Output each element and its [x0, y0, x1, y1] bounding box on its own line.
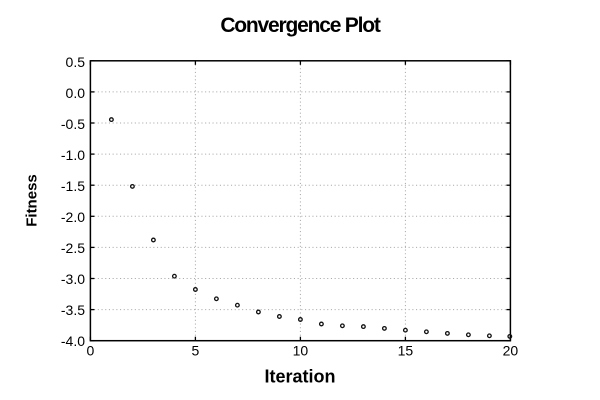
svg-text:-2.0: -2.0	[61, 209, 85, 225]
svg-text:15: 15	[398, 342, 414, 358]
svg-text:-2.5: -2.5	[61, 240, 85, 256]
svg-text:10: 10	[293, 342, 309, 358]
svg-text:Iteration: Iteration	[264, 366, 335, 386]
svg-text:20: 20	[503, 342, 519, 358]
svg-text:-4.0: -4.0	[61, 333, 85, 349]
svg-text:-1.0: -1.0	[61, 147, 85, 163]
svg-text:0.0: 0.0	[66, 85, 86, 101]
svg-text:5: 5	[192, 342, 200, 358]
svg-text:-1.5: -1.5	[61, 178, 85, 194]
svg-text:0: 0	[87, 342, 95, 358]
svg-text:-3.0: -3.0	[61, 271, 85, 287]
svg-text:-0.5: -0.5	[61, 116, 85, 132]
svg-text:Fitness: Fitness	[24, 174, 41, 227]
svg-text:0.5: 0.5	[66, 54, 86, 70]
svg-text:-3.5: -3.5	[61, 302, 85, 318]
svg-text:Convergence Plot: Convergence Plot	[220, 14, 381, 37]
